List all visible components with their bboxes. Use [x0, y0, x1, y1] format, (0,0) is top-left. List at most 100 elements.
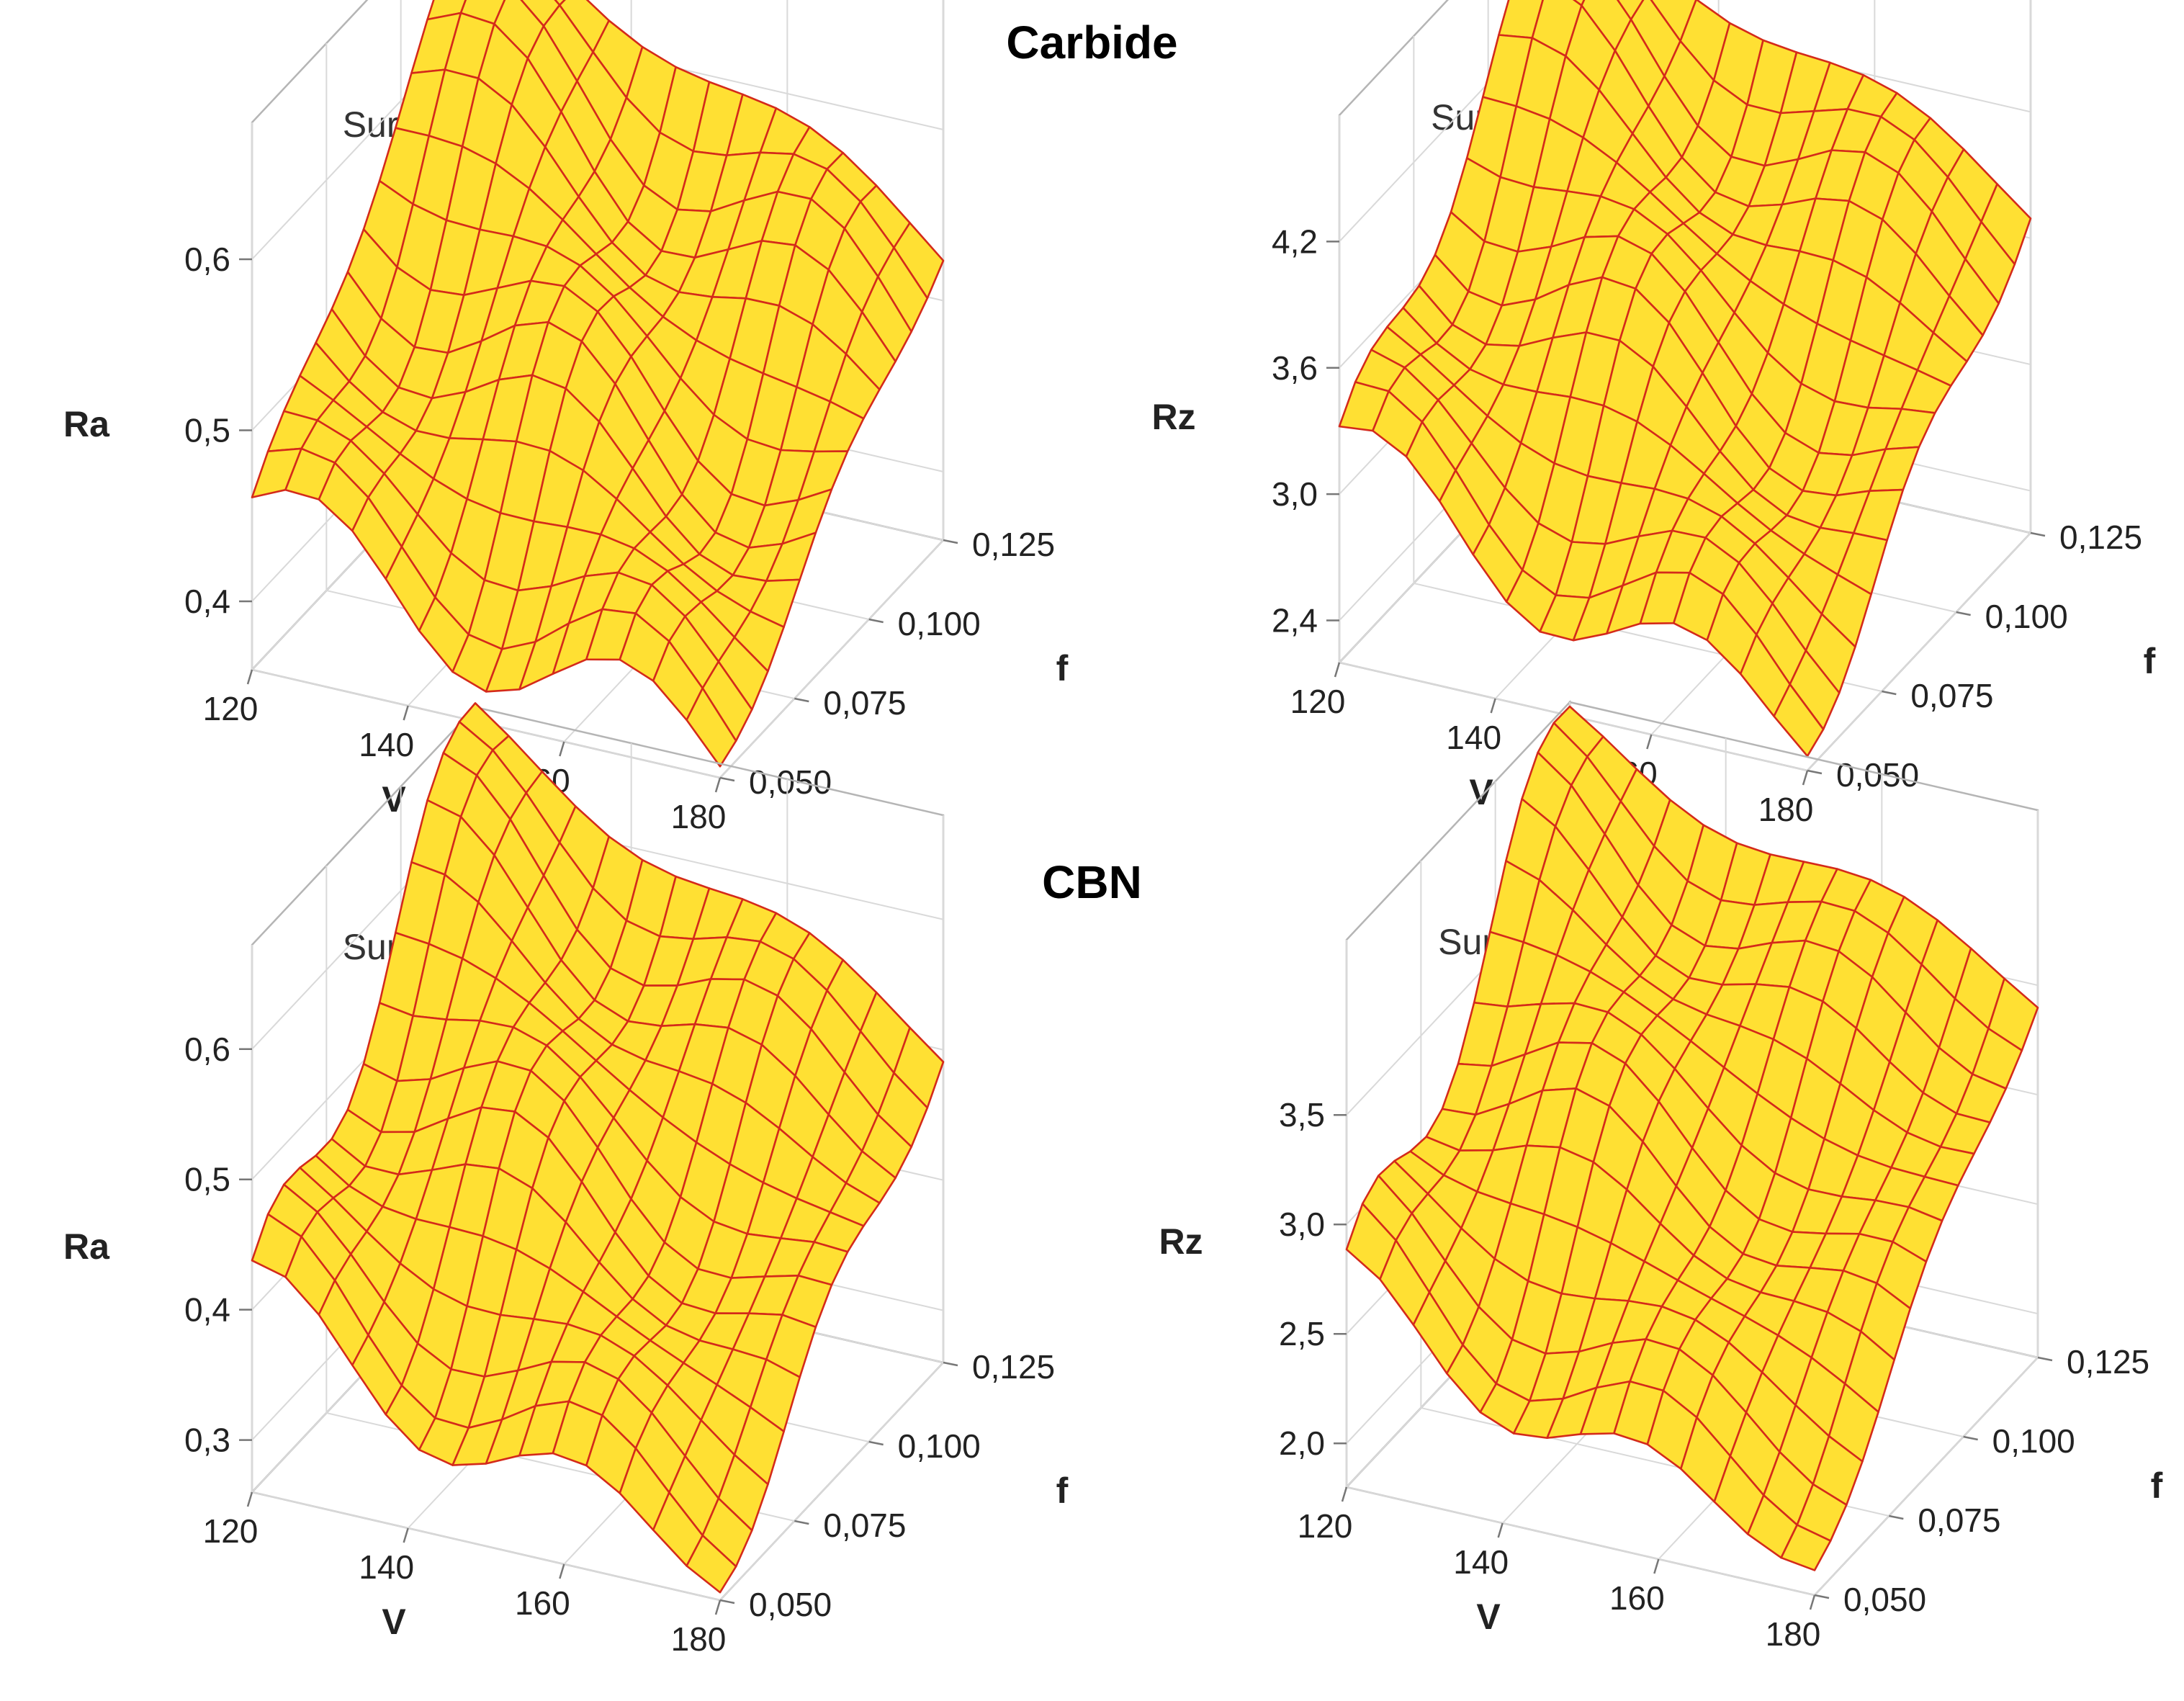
axes: 2,43,03,64,2Rz120140160180V0,0500,0750,1…	[1151, 223, 2155, 828]
f-tick-mark	[868, 618, 884, 624]
v-tick-label: 180	[671, 1620, 727, 1658]
v-tick-label: 180	[671, 798, 727, 835]
z-tick-label: 2,4	[1272, 602, 1318, 639]
v-tick-label: 180	[1766, 1615, 1821, 1653]
z-tick-label: 0,5	[184, 1161, 230, 1198]
surface-plot-svg: Surface Plot of Rz vs f; V2,43,03,64,2Rz…	[1151, 0, 2156, 828]
f-tick-label: 0,075	[823, 684, 906, 722]
f-tick-label: 0,100	[1985, 598, 2068, 635]
z-tick-label: 3,0	[1272, 475, 1318, 513]
v-tick-label: 140	[1453, 1543, 1509, 1581]
f-tick-mark	[719, 1599, 735, 1604]
v-tick-mark	[1646, 734, 1653, 750]
v-tick-label: 180	[1758, 791, 1814, 828]
f-tick-label: 0,050	[1836, 756, 1919, 794]
surface-plot-cbn-rz: Surface Plot of Rz vs f; V2,02,53,03,5Rz…	[1109, 699, 2167, 1682]
v-axis-label: V	[1476, 1597, 1501, 1637]
v-tick-label: 140	[1446, 719, 1501, 756]
v-tick-label: 120	[1290, 683, 1346, 720]
v-tick-label: 120	[203, 690, 259, 727]
v-tick-mark	[714, 777, 722, 793]
z-tick-label: 0,5	[184, 412, 230, 449]
v-axis-label: V	[382, 1602, 406, 1642]
f-tick-mark	[868, 1440, 884, 1446]
surface-quad	[686, 687, 737, 768]
surface-quad	[1780, 1524, 1832, 1571]
surface-mesh	[251, 0, 945, 768]
v-tick-mark	[559, 1563, 565, 1579]
surface-plot-svg: Surface Plot of Rz vs f; V2,02,53,03,5Rz…	[1159, 699, 2163, 1653]
f-tick-mark	[1814, 1594, 1830, 1599]
f-tick-mark	[1882, 690, 1897, 696]
v-tick-label: 140	[359, 726, 414, 763]
f-tick-label: 0,050	[749, 763, 832, 801]
z-tick-label: 3,0	[1279, 1206, 1325, 1243]
f-tick-mark	[794, 697, 809, 703]
f-axis-label: f	[2144, 641, 2156, 681]
surface-mesh	[251, 702, 945, 1594]
z-tick-label: 0,4	[184, 583, 230, 620]
v-tick-mark	[1802, 770, 1809, 786]
z-tick-label: 2,0	[1279, 1424, 1325, 1462]
surface-mesh	[1338, 0, 2032, 758]
surface-plot-svg: Surface Plot of Ra vs f; V0,30,40,50,6Ra…	[63, 702, 1069, 1658]
f-tick-label: 0,125	[972, 1348, 1055, 1386]
v-tick-mark	[1490, 698, 1496, 714]
surface-plot-svg: Surface Plot of Ra vs f; V0,40,50,6Ra120…	[63, 0, 1069, 835]
v-tick-label: 120	[203, 1512, 259, 1550]
f-tick-label: 0,125	[2059, 519, 2142, 556]
z-tick-label: 3,6	[1272, 349, 1318, 387]
f-tick-mark	[1956, 611, 1971, 616]
z-axis-label: Rz	[1159, 1221, 1203, 1262]
z-tick-label: 4,2	[1272, 223, 1318, 260]
f-tick-mark	[1807, 769, 1823, 775]
z-tick-label: 0,3	[184, 1422, 230, 1459]
v-tick-mark	[403, 1527, 409, 1543]
f-tick-label: 0,075	[1910, 677, 1993, 714]
z-tick-label: 0,4	[184, 1291, 230, 1329]
f-tick-mark	[794, 1520, 809, 1525]
f-axis-label: f	[1056, 648, 1069, 688]
f-tick-mark	[1963, 1435, 1978, 1441]
surface-quad	[1773, 683, 1825, 758]
f-tick-label: 0,075	[823, 1507, 906, 1544]
f-tick-label: 0,050	[1843, 1581, 1926, 1618]
section-title-carbide: Carbide	[1006, 17, 1178, 68]
f-tick-label: 0,100	[898, 1427, 981, 1465]
v-tick-mark	[559, 741, 565, 757]
surface-plot-carbide-rz: Surface Plot of Rz vs f; V2,43,03,64,2Rz…	[1102, 0, 2160, 857]
f-axis-label: f	[1056, 1471, 1069, 1511]
v-tick-mark	[1341, 1486, 1348, 1502]
axes: 0,3 0,4 0,5 0,6 Ra 120 140 160 180 V 0,050 0,075 0,1…	[63, 1031, 1069, 1658]
f-tick-label: 0,125	[2067, 1343, 2149, 1381]
f-tick-mark	[1889, 1514, 1904, 1520]
f-tick-label: 0,100	[898, 605, 981, 642]
v-tick-mark	[1809, 1594, 1816, 1610]
z-tick-label: 0,6	[184, 1031, 230, 1068]
f-axis-label: f	[2151, 1466, 2163, 1506]
surface-plot-cbn-ra: Surface Plot of Ra vs f; V0,30,40,50,6Ra…	[14, 702, 1073, 1687]
f-tick-label: 0,125	[972, 526, 1055, 563]
v-tick-mark	[403, 705, 409, 721]
v-tick-mark	[246, 1491, 253, 1507]
v-tick-mark	[1653, 1558, 1660, 1574]
surface-quad	[686, 1534, 737, 1594]
axes: 2,0 2,5 3,0 3,5 Rz 120 140 160 180 V 0,050 0,075 0,1…	[1159, 1096, 2162, 1653]
z-tick-label: 2,5	[1279, 1315, 1325, 1352]
surface-mesh	[1345, 705, 2039, 1571]
f-tick-mark	[2030, 531, 2046, 537]
v-tick-mark	[1334, 662, 1341, 678]
v-tick-label: 120	[1298, 1507, 1353, 1545]
f-tick-mark	[2037, 1356, 2053, 1362]
f-tick-label: 0,100	[1992, 1422, 2075, 1460]
section-title-cbn: CBN	[1042, 856, 1142, 908]
f-tick-mark	[719, 776, 735, 782]
z-axis-label: Ra	[63, 1226, 110, 1267]
f-tick-mark	[943, 539, 958, 544]
v-tick-mark	[246, 669, 253, 685]
f-tick-label: 0,075	[1918, 1502, 2000, 1539]
surface-plot-carbide-ra: Surface Plot of Ra vs f; V0,40,50,6Ra120…	[14, 0, 1073, 864]
v-tick-label: 160	[515, 1584, 570, 1622]
z-tick-label: 3,5	[1279, 1096, 1325, 1134]
z-axis-label: Rz	[1151, 397, 1195, 437]
